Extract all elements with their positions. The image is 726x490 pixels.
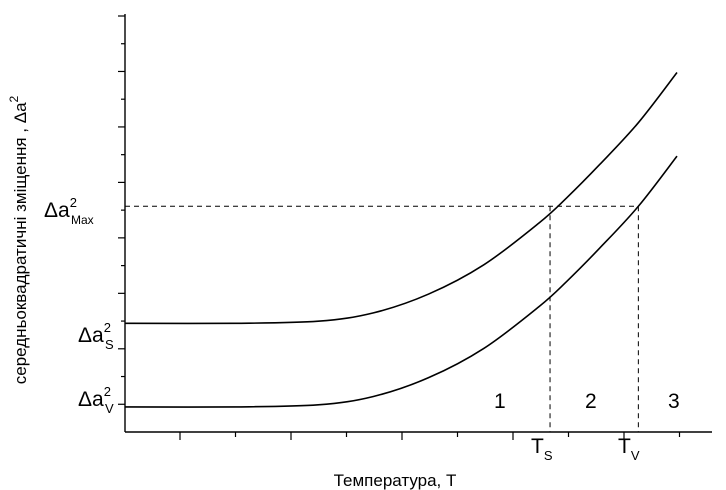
region-label-1: 1 [494, 390, 506, 413]
y-axis-label: середньоквадратичні зміщення , Δa2 [7, 95, 30, 384]
y-level-label-v: Δa2 V [78, 384, 114, 416]
y-level-label-s: Δa2 S [78, 320, 114, 352]
x-ticks [179, 432, 681, 440]
x-axis-label: Температура, T [334, 471, 457, 490]
y-ticks [118, 15, 125, 405]
x-mark-label-ts: TS [531, 435, 553, 463]
curve-s [124, 72, 678, 325]
x-mark-label-tv: TV [618, 435, 640, 463]
region-label-2: 2 [585, 390, 597, 413]
region-label-3: 3 [668, 390, 680, 413]
curve-v [124, 155, 678, 408]
y-level-label-max: Δa2 Max [44, 195, 94, 227]
